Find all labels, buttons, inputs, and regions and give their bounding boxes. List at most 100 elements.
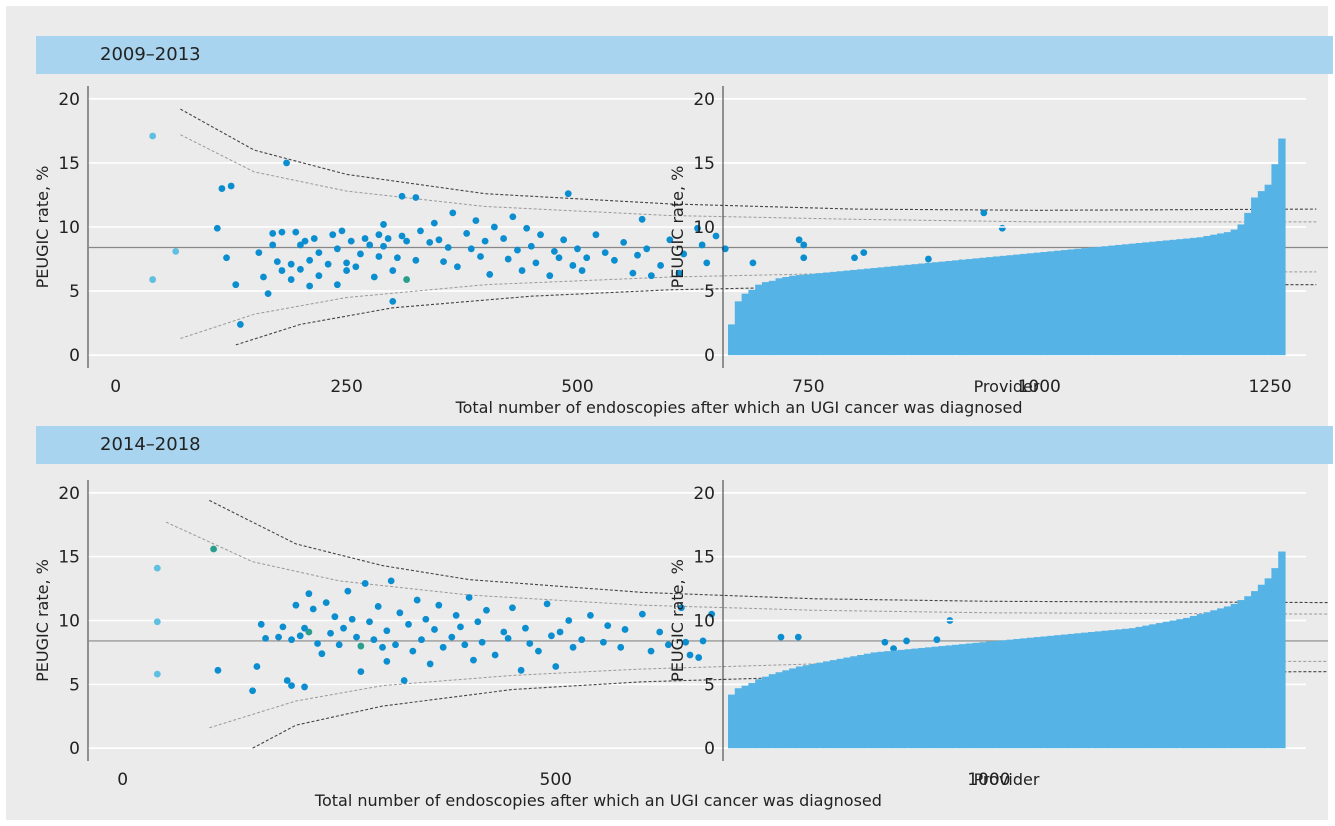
data-point [500, 235, 507, 242]
data-point [343, 259, 350, 267]
data-point [306, 256, 314, 264]
x-tick-label: 0 [117, 770, 128, 790]
provider-bar [1101, 246, 1109, 356]
provider-bar [829, 660, 838, 749]
data-point [315, 272, 323, 280]
provider-bar [1060, 634, 1069, 749]
provider-bar [863, 268, 872, 356]
provider-bar [1142, 242, 1150, 356]
provider-bar [1230, 603, 1239, 749]
data-point [851, 254, 858, 262]
y-tick-label: 5 [69, 675, 80, 695]
data-point [352, 263, 360, 271]
provider-bar [938, 261, 946, 356]
data-point [329, 231, 337, 239]
data-point [260, 273, 267, 281]
provider-bar [1088, 247, 1096, 356]
x-tick-label: 1000 [1018, 377, 1061, 397]
provider-bar [823, 661, 831, 749]
data-point [393, 254, 401, 262]
data-point [347, 237, 355, 245]
data-point [361, 235, 369, 242]
data-point [638, 610, 646, 618]
data-point [309, 605, 317, 613]
data-point [387, 577, 395, 585]
x-axis-label: Total number of endoscopies after which … [314, 791, 882, 810]
data-point [283, 677, 291, 684]
provider-bar [1026, 253, 1035, 356]
data-point [361, 580, 369, 587]
data-point [721, 245, 729, 253]
provider-bar [734, 301, 743, 356]
provider-bar [877, 651, 885, 749]
data-point [611, 256, 618, 264]
period-title-2: 2014–2018 [100, 434, 201, 455]
data-point [578, 636, 586, 644]
provider-bar [816, 662, 824, 749]
provider-bar [741, 293, 749, 356]
data-point [481, 237, 489, 245]
provider-bar [809, 273, 817, 356]
provider-bar [1189, 616, 1198, 749]
provider-bar [1244, 212, 1252, 356]
data-point [800, 254, 808, 262]
data-point [629, 269, 637, 277]
data-point [444, 244, 452, 251]
data-point [301, 237, 309, 245]
provider-bar [1108, 630, 1116, 749]
data-point [532, 259, 540, 267]
data-point [564, 190, 572, 198]
data-point [666, 236, 674, 244]
provider-bar [1054, 250, 1062, 356]
data-point [448, 633, 456, 641]
data-point [374, 603, 382, 610]
data-point [599, 638, 607, 646]
data-point [296, 632, 304, 640]
provider-bar [965, 259, 974, 356]
provider-bar [761, 282, 770, 356]
provider-bar [850, 656, 858, 749]
provider-bar [741, 685, 749, 749]
data-point [357, 642, 365, 650]
y-tick-label: 0 [69, 739, 80, 759]
data-point [232, 281, 240, 289]
data-point [587, 611, 594, 619]
provider-bar [897, 265, 906, 356]
provider-bar [1183, 617, 1191, 749]
data-point [370, 636, 378, 644]
data-point [537, 231, 544, 239]
provider-bar [1026, 637, 1035, 749]
provider-bar [1115, 244, 1123, 356]
provider-bar [986, 641, 994, 749]
provider-bar [1264, 578, 1273, 749]
data-point [422, 615, 430, 623]
y-tick-label: 15 [693, 548, 715, 568]
data-point [297, 265, 304, 273]
y-tick-label: 0 [69, 346, 80, 366]
data-point [449, 209, 457, 217]
provider-bar [1162, 621, 1171, 749]
data-point [903, 637, 910, 645]
provider-bar [1251, 197, 1259, 356]
data-point [287, 260, 295, 268]
data-point [518, 267, 526, 274]
provider-bar [1183, 238, 1191, 356]
period-title-1: 2009–2013 [100, 44, 201, 65]
data-point [555, 254, 563, 262]
provider-bar [924, 262, 933, 356]
data-point [552, 663, 560, 670]
provider-bar [1020, 253, 1028, 356]
provider-bar [1251, 591, 1259, 749]
provider-bar [843, 270, 851, 356]
provider-bar [761, 676, 770, 749]
provider-bar [1135, 243, 1143, 356]
data-point [604, 622, 612, 630]
data-point [430, 219, 438, 227]
provider-bar [1264, 184, 1273, 356]
data-point [218, 185, 226, 192]
data-point [409, 647, 417, 655]
y-tick-label: 20 [58, 90, 80, 110]
provider-bar [816, 273, 824, 356]
data-point [643, 245, 651, 253]
data-point [292, 601, 300, 609]
